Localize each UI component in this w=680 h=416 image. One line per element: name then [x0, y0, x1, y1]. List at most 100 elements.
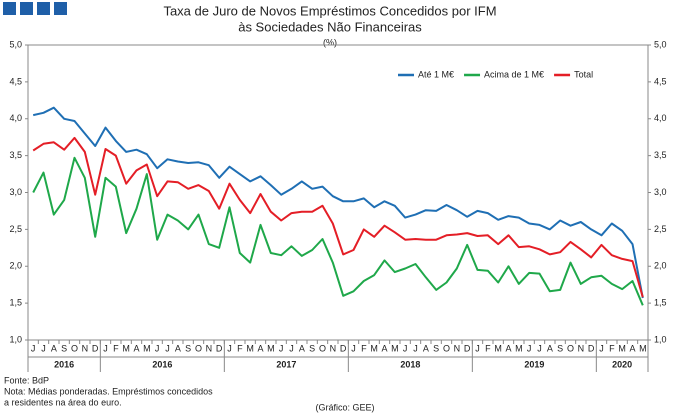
x-tick-label: F — [485, 343, 491, 353]
chart-subtitle: às Sociedades Não Financeiras — [238, 19, 422, 34]
x-tick-label: S — [309, 343, 315, 353]
x-tick-label: O — [443, 343, 450, 353]
y-tick-label: 4,5 — [9, 76, 22, 86]
x-tick-label: J — [227, 343, 232, 353]
year-label: 2017 — [276, 359, 296, 369]
x-tick-label: J — [527, 343, 532, 353]
y2-tick-label: 4,0 — [654, 113, 667, 123]
x-tick-label: F — [361, 343, 367, 353]
y-tick-label: 1,0 — [9, 334, 22, 344]
x-tick-label: S — [61, 343, 67, 353]
x-tick-label: O — [195, 343, 202, 353]
y-tick-label: 2,5 — [9, 224, 22, 234]
credit: (Gráfico: GEE) — [315, 402, 374, 412]
y-tick-label: 1,5 — [9, 298, 22, 308]
x-tick-label: J — [31, 343, 36, 353]
x-tick-label: A — [175, 343, 181, 353]
x-tick-label: A — [505, 343, 511, 353]
x-tick-label: A — [423, 343, 429, 353]
note: a residentes na área do euro. — [4, 397, 122, 407]
x-tick-label: A — [299, 343, 305, 353]
x-tick-label: J — [289, 343, 294, 353]
plot-frame — [27, 44, 649, 341]
x-tick-label: J — [475, 343, 480, 353]
x-tick-label: A — [257, 343, 263, 353]
year-label: 2016 — [152, 359, 172, 369]
x-tick-label: D — [92, 343, 99, 353]
source-note: Fonte: BdP — [4, 375, 49, 385]
x-tick-label: M — [618, 343, 626, 353]
x-tick-label: J — [537, 343, 542, 353]
logo-square — [37, 2, 50, 15]
x-tick-label: O — [319, 343, 326, 353]
x-tick-label: N — [82, 343, 89, 353]
x-tick-label: N — [330, 343, 337, 353]
x-tick-label: D — [340, 343, 347, 353]
y2-tick-label: 5,0 — [654, 39, 667, 49]
year-label: 2016 — [54, 359, 74, 369]
y-tick-label: 3,5 — [9, 150, 22, 160]
chart-title: Taxa de Juro de Novos Empréstimos Conced… — [163, 3, 496, 18]
x-tick-label: J — [103, 343, 108, 353]
y2-tick-label: 2,0 — [654, 261, 667, 271]
x-tick-label: J — [41, 343, 46, 353]
x-tick-label: M — [246, 343, 254, 353]
logo-square — [20, 2, 33, 15]
x-tick-label: A — [381, 343, 387, 353]
x-tick-label: M — [494, 343, 502, 353]
y2-tick-label: 1,5 — [654, 298, 667, 308]
y2-tick-label: 3,0 — [654, 187, 667, 197]
x-tick-label: F — [609, 343, 615, 353]
x-tick-label: D — [216, 343, 223, 353]
x-tick-label: N — [578, 343, 585, 353]
x-tick-label: J — [403, 343, 408, 353]
x-tick-label: N — [454, 343, 461, 353]
y-tick-label: 4,0 — [9, 113, 22, 123]
x-tick-label: M — [370, 343, 378, 353]
series-line — [32, 156, 644, 306]
x-tick-label: O — [71, 343, 78, 353]
x-tick-label: D — [588, 343, 595, 353]
unit-label: (%) — [323, 37, 337, 47]
x-tick-label: J — [351, 343, 356, 353]
note: Nota: Médias ponderadas. Empréstimos con… — [4, 386, 213, 396]
y2-tick-label: 4,5 — [654, 76, 667, 86]
legend-label: Total — [574, 69, 593, 79]
logo-square — [3, 2, 16, 15]
year-label: 2018 — [400, 359, 420, 369]
y-tick-label: 5,0 — [9, 39, 22, 49]
x-tick-label: J — [155, 343, 160, 353]
x-tick-label: A — [51, 343, 57, 353]
x-tick-label: S — [185, 343, 191, 353]
series-line — [32, 136, 644, 298]
year-label: 2019 — [524, 359, 544, 369]
x-tick-label: A — [133, 343, 139, 353]
year-label: 2020 — [612, 359, 632, 369]
x-tick-label: M — [639, 343, 647, 353]
legend-label: Até 1 M€ — [418, 69, 454, 79]
x-tick-label: J — [599, 343, 604, 353]
x-tick-label: M — [391, 343, 399, 353]
x-tick-label: M — [515, 343, 523, 353]
x-tick-label: J — [413, 343, 418, 353]
x-tick-label: D — [464, 343, 471, 353]
y2-tick-label: 3,5 — [654, 150, 667, 160]
x-tick-label: A — [547, 343, 553, 353]
x-tick-label: J — [279, 343, 284, 353]
y-tick-label: 2,0 — [9, 261, 22, 271]
x-tick-label: J — [165, 343, 170, 353]
series-line — [32, 106, 644, 299]
x-tick-label: S — [557, 343, 563, 353]
x-tick-label: A — [629, 343, 635, 353]
x-tick-label: M — [267, 343, 275, 353]
x-tick-label: M — [143, 343, 151, 353]
logo-square — [54, 2, 67, 15]
y-tick-label: 3,0 — [9, 187, 22, 197]
x-tick-label: F — [237, 343, 243, 353]
legend-label: Acima de 1 M€ — [484, 69, 544, 79]
y2-tick-label: 2,5 — [654, 224, 667, 234]
x-tick-label: N — [206, 343, 213, 353]
y2-tick-label: 1,0 — [654, 334, 667, 344]
x-tick-label: S — [433, 343, 439, 353]
